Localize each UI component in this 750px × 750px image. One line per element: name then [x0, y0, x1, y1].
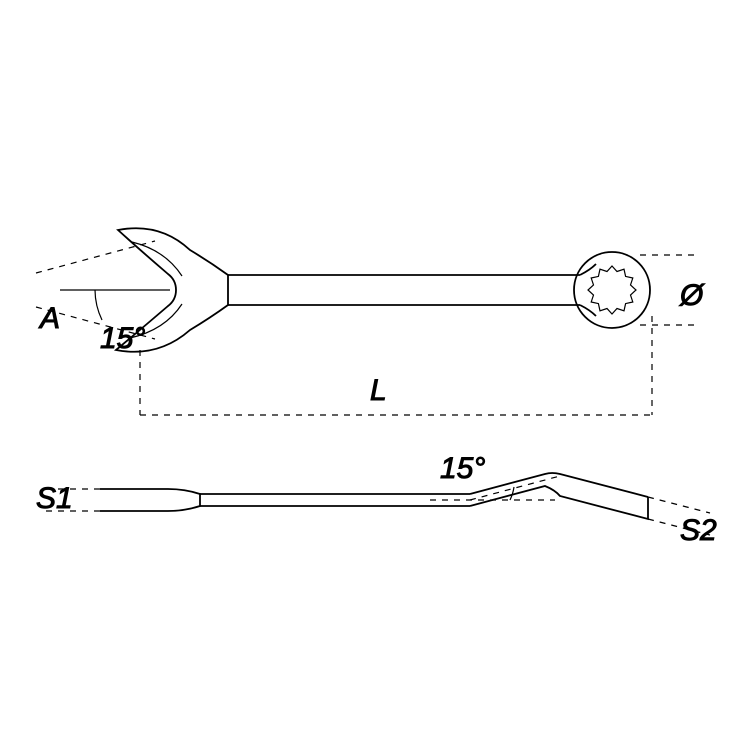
ring-end — [574, 252, 650, 328]
label-S1: S1 — [36, 482, 73, 515]
label-L: L — [370, 374, 387, 407]
label-A: A — [38, 302, 60, 335]
label-angle1: 15° — [100, 322, 145, 355]
length-dim-L — [140, 316, 652, 415]
wrench-shaft — [228, 264, 596, 316]
side-view — [100, 473, 648, 519]
label-angle2: 15° — [440, 452, 485, 485]
label-dia: Ø — [679, 279, 705, 312]
label-S2: S2 — [680, 514, 717, 547]
